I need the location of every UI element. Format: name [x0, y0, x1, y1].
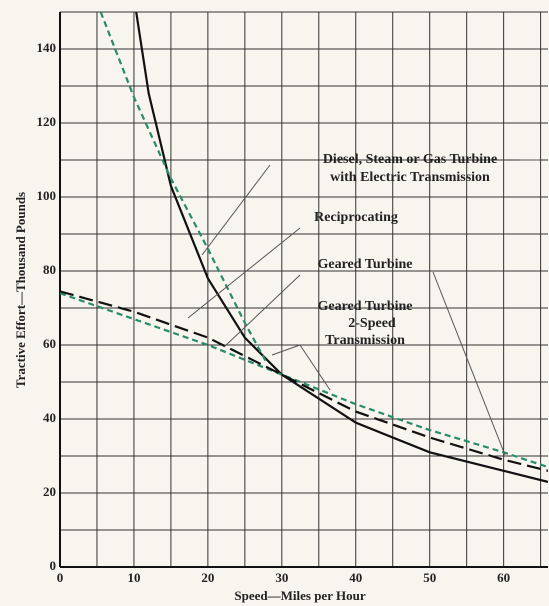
x-tick-label: 50 [423, 570, 436, 585]
y-tick-label: 0 [50, 558, 57, 573]
arrow [299, 344, 331, 391]
arrow [187, 227, 301, 319]
annotation: Geared Turbine [317, 299, 412, 314]
annotation: Reciprocating [314, 210, 398, 225]
series-line [60, 290, 548, 472]
y-tick-label: 120 [37, 114, 57, 129]
arrow [271, 344, 301, 356]
x-tick-label: 20 [201, 570, 214, 585]
annotation: with Electric Transmission [330, 170, 490, 185]
annotation: Geared Turbine [317, 257, 412, 272]
y-tick-label: 80 [43, 262, 56, 277]
arrow [223, 274, 301, 348]
x-tick-label: 0 [57, 570, 64, 585]
annotation: Diesel, Steam or Gas Turbine [323, 152, 497, 167]
y-axis-label: Tractive Effort—Thousand Pounds [13, 192, 28, 388]
x-tick-label: 10 [127, 570, 140, 585]
y-tick-label: 140 [37, 40, 57, 55]
annotation: Transmission [325, 333, 405, 348]
arrow [201, 164, 271, 256]
x-tick-label: 40 [349, 570, 362, 585]
annotations: Diesel, Steam or Gas Turbine with Electr… [187, 152, 540, 456]
series-line [60, 292, 548, 469]
y-tick-label: 60 [43, 336, 56, 351]
x-tick-label: 30 [275, 570, 288, 585]
arrow [432, 271, 506, 456]
annotation: 2-Speed [348, 316, 396, 331]
x-axis-label: Speed—Miles per Hour [234, 588, 365, 603]
y-tick-label: 100 [37, 188, 57, 203]
x-tick-label: 60 [497, 570, 510, 585]
y-tick-label: 40 [43, 410, 56, 425]
series-line [99, 12, 268, 365]
y-tick-label: 20 [43, 484, 56, 499]
series-line [135, 12, 548, 483]
